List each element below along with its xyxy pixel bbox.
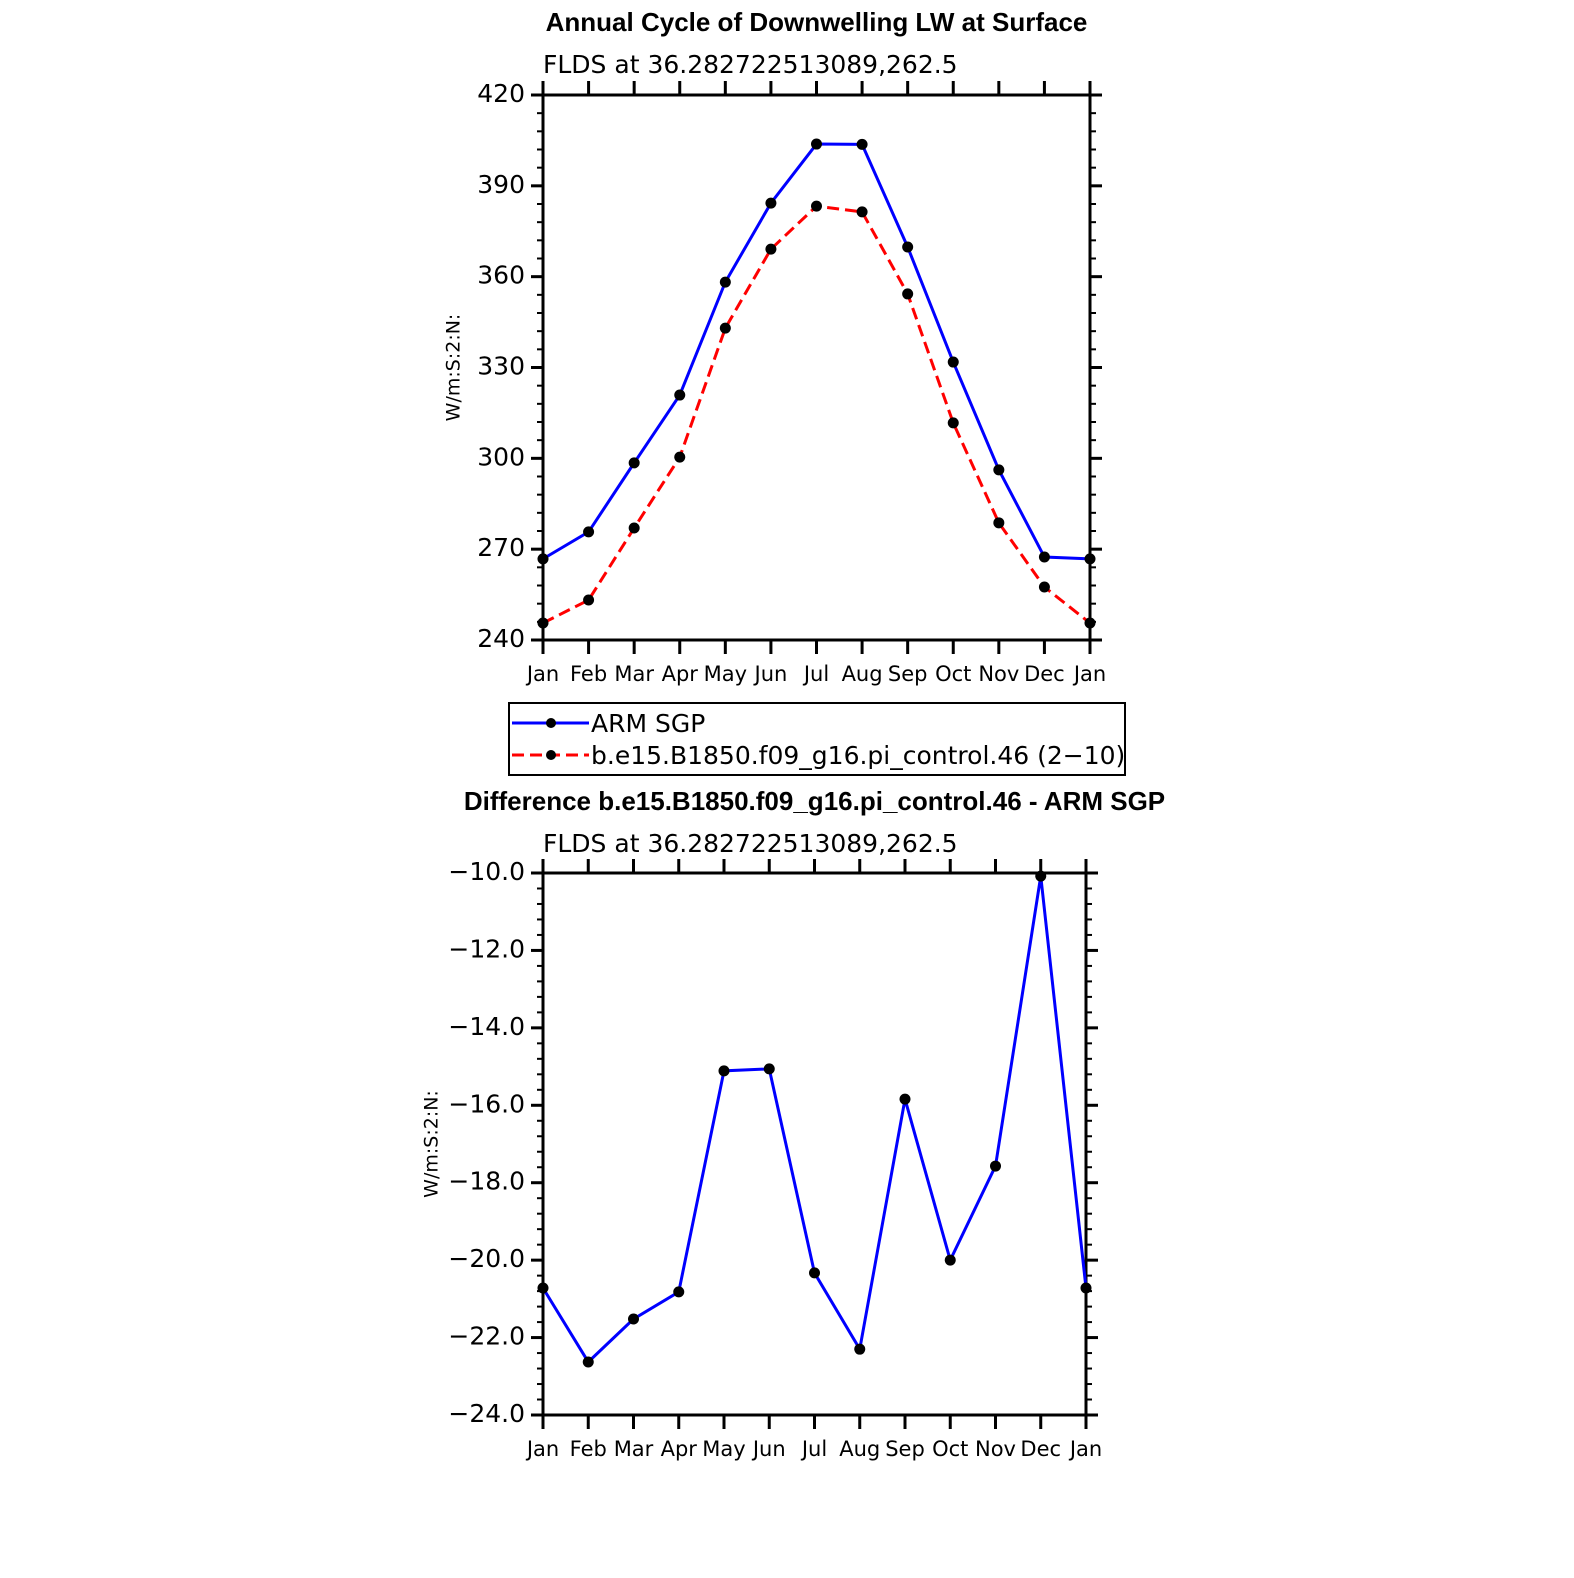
- y-tick-label: 330: [477, 352, 525, 381]
- data-point: [947, 356, 959, 368]
- x-tick-label: May: [704, 662, 747, 686]
- y-tick-label: 270: [477, 533, 525, 562]
- y-tick-label: −20.0: [448, 1244, 525, 1273]
- y-tick-label: 240: [477, 624, 525, 653]
- x-tick-label: Oct: [932, 1437, 968, 1461]
- data-point: [902, 241, 914, 253]
- x-tick-label: Jan: [525, 662, 559, 686]
- data-point: [537, 617, 549, 629]
- data-point: [537, 553, 549, 565]
- plot-frame: [541, 93, 1092, 642]
- data-point: [674, 451, 686, 463]
- y-tick-label: −14.0: [448, 1012, 525, 1041]
- y-tick-label: −18.0: [448, 1167, 525, 1196]
- data-point: [582, 1356, 594, 1368]
- x-tick-label: Jul: [802, 662, 829, 686]
- x-tick-label: Oct: [935, 662, 971, 686]
- data-point: [628, 522, 640, 534]
- data-point: [719, 276, 731, 288]
- y-tick-label: 360: [477, 261, 525, 290]
- chart-subtitle: FLDS at 36.282722513089,262.5: [543, 829, 958, 858]
- x-tick-label: Aug: [839, 1437, 880, 1461]
- x-tick-label: Mar: [614, 1437, 654, 1461]
- data-point: [1035, 870, 1047, 882]
- x-tick-label: Jun: [753, 662, 788, 686]
- data-point: [856, 206, 868, 218]
- y-tick-label: 300: [477, 442, 525, 471]
- x-tick-label: Jan: [1068, 1437, 1102, 1461]
- x-tick-label: Feb: [570, 662, 607, 686]
- chart-title: Annual Cycle of Downwelling LW at Surfac…: [546, 7, 1088, 37]
- data-point: [811, 200, 822, 212]
- y-axis-label: W/m:S:2:N:: [421, 1090, 443, 1198]
- data-point: [1038, 581, 1050, 593]
- y-tick-label: −24.0: [448, 1399, 525, 1428]
- data-point: [811, 138, 822, 150]
- data-point: [628, 1313, 639, 1325]
- data-point: [902, 288, 914, 300]
- data-point: [765, 197, 777, 209]
- x-tick-label: Jan: [525, 1437, 559, 1461]
- legend-box: [508, 702, 1126, 776]
- data-point: [947, 417, 959, 429]
- x-tick-label: Jan: [1072, 662, 1106, 686]
- legend-label: b.e15.B1850.f09_g16.pi_control.46 (2−10): [591, 741, 1125, 770]
- x-tick-label: Mar: [614, 662, 654, 686]
- x-tick-label: Apr: [662, 662, 699, 686]
- data-point: [993, 517, 1005, 529]
- x-tick-label: Dec: [1024, 662, 1065, 686]
- data-point: [718, 1065, 730, 1077]
- x-tick-label: Sep: [888, 662, 928, 686]
- data-point: [899, 1093, 911, 1105]
- plot-frame: [541, 871, 1088, 1417]
- x-tick-label: Nov: [975, 1437, 1016, 1461]
- data-point: [990, 1160, 1001, 1172]
- chart-title: Difference b.e15.B1850.f09_g16.pi_contro…: [464, 786, 1165, 816]
- x-tick-label: Jun: [751, 1437, 786, 1461]
- data-point: [1084, 553, 1096, 565]
- x-tick-label: Dec: [1020, 1437, 1061, 1461]
- y-tick-label: −12.0: [448, 934, 525, 963]
- x-tick-label: Feb: [570, 1437, 607, 1461]
- legend-marker: [546, 718, 556, 728]
- x-tick-label: Nov: [978, 662, 1019, 686]
- y-tick-label: −16.0: [448, 1089, 525, 1118]
- data-point: [856, 138, 868, 150]
- data-point: [674, 389, 686, 401]
- series-line: [541, 875, 1088, 1365]
- data-point: [809, 1267, 820, 1279]
- data-point: [944, 1254, 956, 1266]
- data-point: [583, 526, 595, 538]
- y-tick-label: −22.0: [448, 1322, 525, 1351]
- series-line: [542, 204, 1091, 625]
- data-point: [583, 594, 595, 606]
- data-point: [765, 243, 777, 255]
- x-tick-label: Jul: [800, 1437, 827, 1461]
- data-point: [537, 1282, 549, 1294]
- x-tick-label: Sep: [885, 1437, 925, 1461]
- y-tick-label: 390: [477, 170, 525, 199]
- data-point: [719, 322, 731, 334]
- data-point: [993, 464, 1005, 476]
- legend-label: ARM SGP: [591, 709, 705, 738]
- chart-subtitle: FLDS at 36.282722513089,262.5: [543, 50, 958, 79]
- x-tick-label: Aug: [842, 662, 883, 686]
- data-point: [628, 457, 640, 469]
- data-point: [763, 1063, 775, 1075]
- y-axis-label: W/m:S:2:N:: [443, 314, 465, 422]
- data-point: [1038, 551, 1050, 563]
- legend-marker: [546, 750, 556, 760]
- data-point: [854, 1343, 866, 1355]
- x-tick-label: Apr: [661, 1437, 698, 1461]
- y-tick-label: −10.0: [448, 857, 525, 886]
- y-tick-label: 420: [477, 79, 525, 108]
- x-tick-label: May: [702, 1437, 745, 1461]
- data-point: [1080, 1282, 1092, 1294]
- data-point: [1084, 617, 1096, 629]
- data-point: [673, 1286, 685, 1298]
